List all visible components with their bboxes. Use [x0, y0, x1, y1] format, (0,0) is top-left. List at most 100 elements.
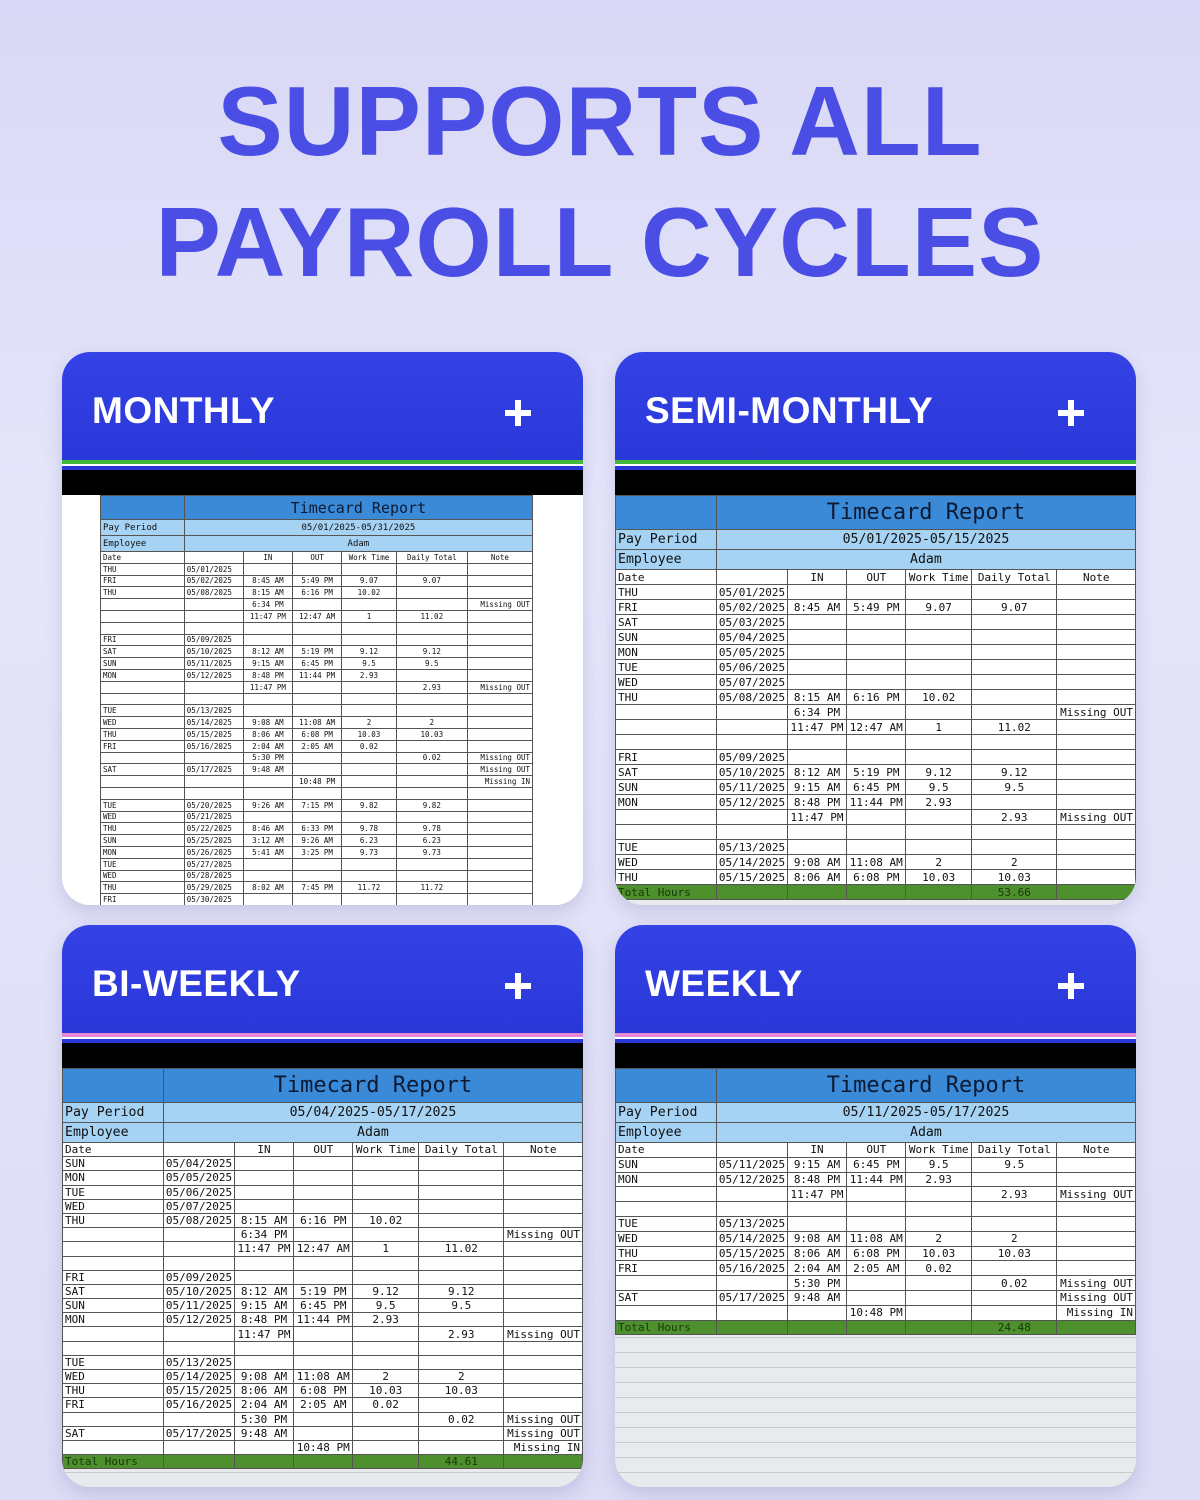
expand-button[interactable] [1058, 973, 1084, 999]
table-cell [162, 1411, 235, 1427]
table-cell: Missing IN [1056, 1304, 1136, 1321]
table-cell [905, 1201, 973, 1217]
table-cell: 8:06 AM [233, 1383, 295, 1399]
table-row: Pay Period 05/04/2025-05/17/2025 [62, 1102, 583, 1123]
column-header: Note [1056, 569, 1136, 585]
table-cell [1056, 839, 1136, 855]
table-row [615, 734, 1136, 750]
table-cell [1056, 1319, 1136, 1336]
table-cell [466, 704, 534, 718]
table-cell: 7:15 PM [292, 798, 343, 812]
table-cell: 8:06 AM [786, 869, 848, 885]
table-cell [183, 692, 244, 706]
table-cell: 2.93 [971, 1186, 1058, 1203]
table-cell [466, 633, 534, 647]
table-cell [293, 1454, 354, 1470]
table-cell: 9.12 [352, 1283, 420, 1300]
table-cell: 10.03 [352, 1383, 420, 1399]
table-row: SAT 05/10/2025 8:12 AM 5:19 PM 9.12 9.12 [62, 1283, 583, 1300]
table-row: WED 05/28/2025 [100, 869, 534, 883]
employee: Adam [715, 549, 1136, 570]
table-cell: 05/15/2025 [183, 727, 244, 741]
table-cell [971, 629, 1058, 645]
table-cell [162, 1227, 235, 1243]
table-cell: 05/16/2025 [162, 1397, 235, 1413]
table-cell [1056, 884, 1136, 900]
table-cell [905, 1275, 973, 1291]
table-cell [100, 598, 185, 611]
table-cell [341, 763, 397, 777]
table-cell [395, 810, 468, 824]
table-cell: 05/25/2025 [183, 834, 244, 847]
table-cell [293, 1269, 354, 1285]
table-cell [971, 659, 1058, 675]
table-cell: 10.03 [971, 869, 1058, 885]
table-cell [786, 1201, 848, 1217]
table-row: 11:47 PM 12:47 AM 1 11.02 [100, 609, 534, 623]
column-header: Work Time [905, 569, 973, 585]
table-cell: 05/27/2025 [183, 857, 244, 871]
table-cell: 2 [971, 854, 1058, 870]
table-row: Pay Period 05/01/2025-05/15/2025 [615, 529, 1136, 550]
table-row: Pay Period 05/11/2025-05/17/2025 [615, 1102, 1136, 1123]
table-cell: 05/11/2025 [715, 779, 788, 795]
column-header: Work Time [905, 1142, 973, 1158]
table-cell [1056, 584, 1136, 600]
table-cell: Missing OUT [466, 751, 534, 765]
table-cell: 10.03 [905, 869, 973, 885]
table-cell [242, 810, 294, 824]
table-cell [293, 1198, 354, 1214]
table-cell: 05/09/2025 [162, 1269, 235, 1285]
table-cell [503, 1184, 583, 1200]
table-row: 11:47 PM 2.93 Missing OUT [62, 1326, 583, 1342]
table-cell [1056, 1245, 1136, 1262]
expand-button[interactable] [1058, 400, 1084, 426]
table-row: TUE 05/20/2025 9:26 AM 7:15 PM 9.82 9.82 [100, 798, 534, 812]
table-cell: Missing OUT [503, 1227, 583, 1243]
table-cell: Missing OUT [466, 680, 534, 694]
column-header [183, 551, 244, 564]
table-cell: 05/12/2025 [162, 1312, 235, 1328]
table-cell [233, 1198, 295, 1214]
card-header: BI-WEEKLY [62, 925, 583, 1033]
table-cell [341, 704, 397, 718]
table-cell: THU [615, 584, 717, 600]
table-cell [293, 1326, 354, 1342]
table-row: FRI 05/09/2025 [62, 1269, 583, 1285]
column-header: Date [100, 551, 185, 564]
table-cell: 6:33 PM [292, 822, 343, 836]
table-cell [352, 1340, 420, 1356]
table-row: THU 05/22/2025 8:46 AM 6:33 PM 9.78 9.78 [100, 822, 534, 836]
table-cell: 11:08 AM [293, 1368, 354, 1385]
table-cell [615, 495, 717, 530]
table-cell [466, 881, 534, 895]
card-header: SEMI-MONTHLY [615, 352, 1136, 460]
table-cell [971, 839, 1058, 855]
table-cell [62, 1411, 164, 1427]
table-cell: 0.02 [395, 751, 468, 765]
table-cell: 8:15 AM [786, 689, 848, 705]
table-cell: 6:34 PM [786, 704, 848, 720]
table-cell [183, 751, 244, 765]
expand-button[interactable] [505, 973, 531, 999]
expand-button[interactable] [505, 400, 531, 426]
table-row: FRI 05/02/2025 8:45 AM 5:49 PM 9.07 9.07 [615, 599, 1136, 615]
table-row [62, 1340, 583, 1356]
table-cell [846, 1289, 907, 1306]
headline: PAYROLL CYCLES [155, 187, 1045, 297]
column-header: Daily Total [418, 1141, 505, 1158]
table-cell [503, 1368, 583, 1385]
table-cell [418, 1255, 505, 1271]
pay-period: 05/04/2025-05/17/2025 [162, 1102, 583, 1123]
table-cell: Missing OUT [1056, 1186, 1136, 1203]
table-cell: 9:08 AM [233, 1368, 295, 1385]
table-cell: TUE [100, 798, 185, 812]
table-cell: 05/05/2025 [162, 1170, 235, 1186]
table-cell: 11.72 [341, 881, 397, 895]
table-cell [905, 749, 973, 765]
table-cell: SAT [615, 764, 717, 780]
table-cell [503, 1454, 583, 1470]
table-cell: 11:47 PM [786, 1186, 848, 1203]
table-cell: 6:16 PM [293, 1212, 354, 1229]
table-cell: 9:48 AM [233, 1425, 295, 1441]
